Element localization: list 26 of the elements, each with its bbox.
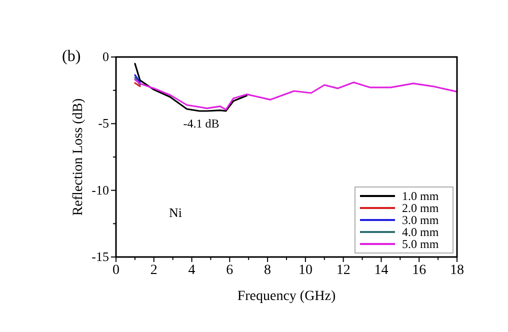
annotation: -4.1 dB — [183, 116, 220, 131]
x-tick-label: 10 — [298, 263, 312, 278]
x-tick-label: 8 — [264, 263, 272, 278]
text: (b) — [62, 48, 81, 65]
y-axis-title: Reflection Loss (dB) — [71, 98, 86, 216]
x-tick-label: 12 — [336, 263, 350, 278]
annotation: Ni — [169, 205, 182, 220]
y-tick-label: -5 — [98, 116, 109, 131]
x-tick-label: 6 — [226, 263, 234, 278]
x-tick-label: 18 — [450, 263, 464, 278]
x-axis-title: Frequency (GHz) — [237, 289, 336, 304]
legend-label: 3.0 mm — [402, 213, 440, 227]
x-tick-label: 4 — [188, 263, 196, 278]
x-tick-label: 2 — [150, 263, 158, 278]
x-tick-label: 0 — [112, 263, 120, 278]
y-tick-label: -10 — [92, 182, 109, 198]
line-series — [134, 78, 458, 110]
x-tick-label: 16 — [412, 263, 426, 278]
line-series — [134, 62, 248, 112]
y-tick-label: 0 — [102, 49, 109, 64]
x-tick-label: 14 — [374, 263, 388, 278]
legend-label: 2.0 mm — [402, 201, 440, 215]
y-tick-label: -15 — [92, 249, 109, 264]
legend-label: 1.0 mm — [402, 189, 440, 203]
legend-label: 5.0 mm — [402, 237, 440, 251]
legend-label: 4.0 mm — [402, 225, 440, 239]
